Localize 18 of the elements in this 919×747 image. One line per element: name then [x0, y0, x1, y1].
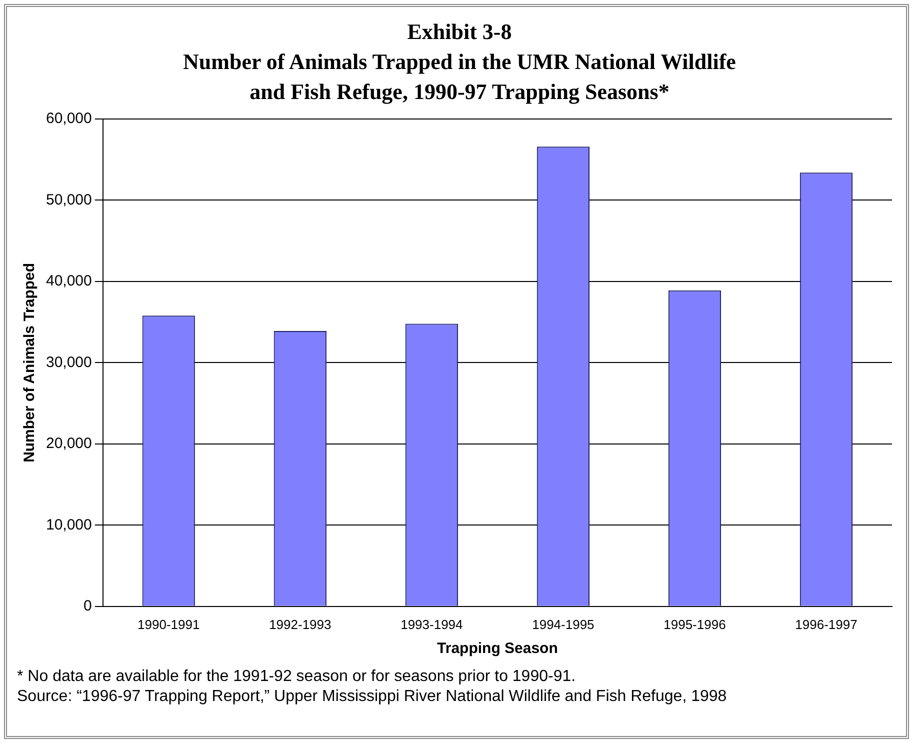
y-tick-label: 20,000: [46, 435, 92, 452]
y-tick-label: 10,000: [46, 516, 92, 534]
x-tick-label: 1994-1995: [532, 616, 594, 632]
y-tick-label: 30,000: [46, 354, 92, 371]
text: * No data are available for the 1991-92 season or for seasons prior to 1990-91.: [17, 667, 577, 687]
y-tick-label: 40,000: [46, 272, 92, 290]
x-tick-label: 1995-1996: [664, 616, 726, 632]
x-tick-label: 1996-1997: [795, 616, 858, 632]
x-axis-title: Trapping Season: [437, 640, 558, 658]
y-tick-label: 0: [84, 598, 92, 615]
x-tick-label: 1990-1991: [138, 616, 200, 632]
y-tick-label: 50,000: [46, 191, 92, 208]
x-tick-label: 1992-1993: [269, 616, 332, 632]
y-axis-title: Number of Animals Trapped: [21, 262, 38, 462]
chart-title: Exhibit 3-8 Number of Animals Trapped in the UMR National Wildlife and Fish Refuge, 1990-97 Trapping Seasons*: [182, 18, 737, 106]
y-tick-label: 60,000: [46, 110, 92, 128]
x-tick-label: 1993-1994: [400, 616, 463, 632]
source-note: Source: “1996-97 Trapping Report,” Upper Mississippi River National Wildlife and Fish Refuge, 1998: [17, 687, 728, 707]
